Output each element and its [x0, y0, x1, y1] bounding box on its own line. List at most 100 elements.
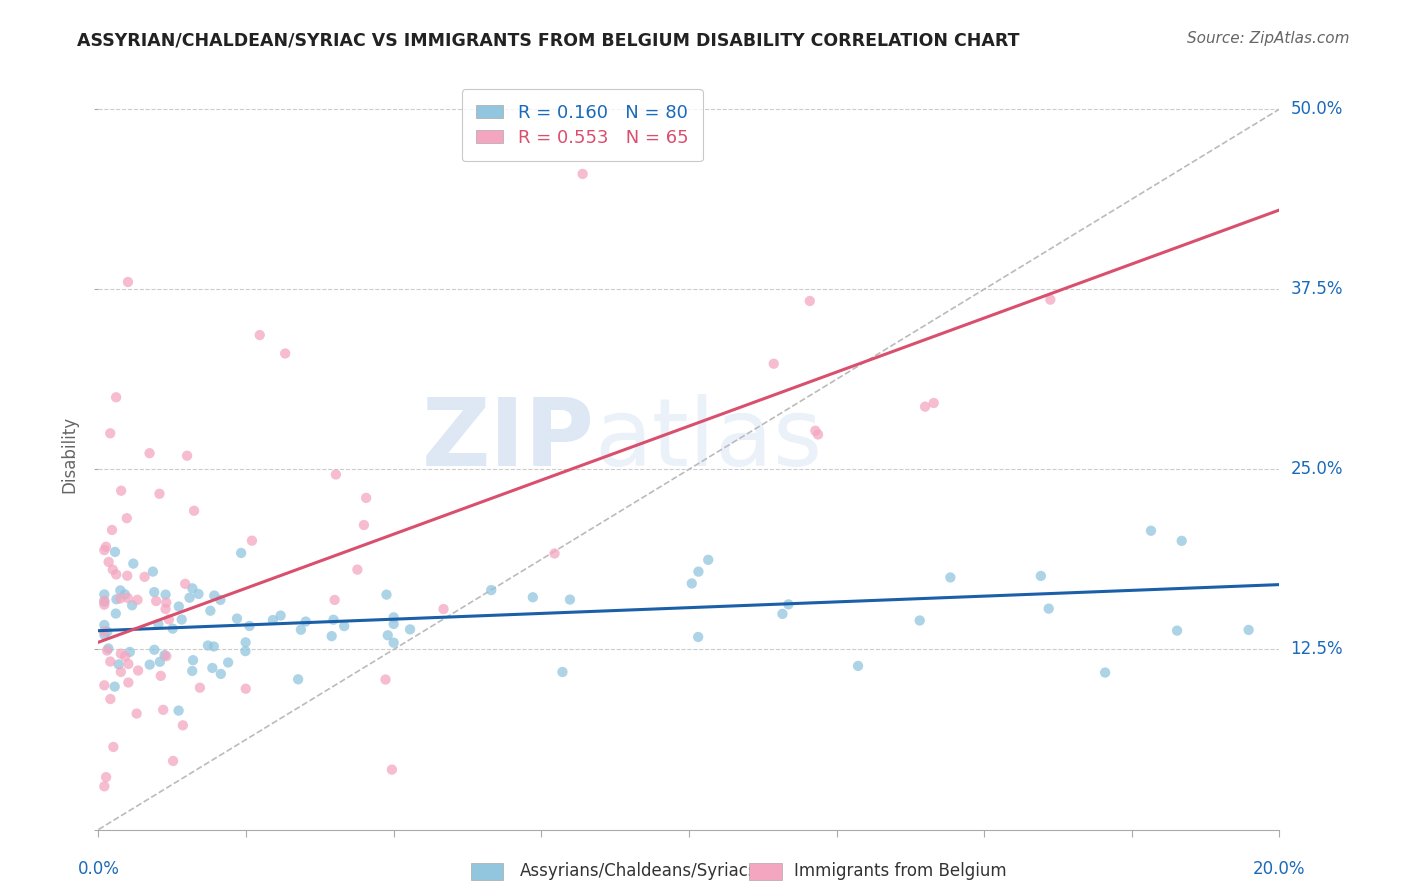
Point — [176, 449, 198, 463]
Point — [1039, 293, 1062, 307]
Text: atlas: atlas — [595, 394, 823, 486]
Point — [104, 545, 127, 559]
Point — [1140, 524, 1163, 538]
Point — [1029, 569, 1052, 583]
Point — [93, 598, 115, 612]
Text: 0.0%: 0.0% — [77, 860, 120, 878]
Point — [346, 563, 368, 577]
Point — [226, 611, 249, 625]
Point — [543, 547, 565, 561]
Point — [287, 673, 309, 687]
Point — [118, 645, 141, 659]
Point — [93, 780, 115, 794]
Point — [807, 427, 830, 442]
Point — [262, 613, 284, 627]
Text: 37.5%: 37.5% — [1291, 280, 1343, 298]
Point — [167, 704, 190, 718]
Point — [103, 739, 125, 754]
Point — [217, 656, 239, 670]
Point — [101, 523, 124, 537]
Point — [127, 592, 149, 607]
Point — [270, 608, 292, 623]
Point — [322, 613, 344, 627]
Point — [94, 770, 117, 784]
Point — [94, 540, 117, 554]
Point — [162, 622, 184, 636]
Point — [697, 553, 720, 567]
Text: ASSYRIAN/CHALDEAN/SYRIAC VS IMMIGRANTS FROM BELGIUM DISABILITY CORRELATION CHART: ASSYRIAN/CHALDEAN/SYRIAC VS IMMIGRANTS F… — [77, 31, 1019, 49]
Text: 12.5%: 12.5% — [1291, 640, 1343, 658]
Point — [333, 619, 356, 633]
Point — [772, 607, 794, 621]
Point — [1237, 623, 1260, 637]
Point — [143, 642, 166, 657]
Point — [114, 649, 136, 664]
Point — [105, 592, 128, 607]
Point — [93, 678, 115, 692]
Point — [249, 328, 271, 343]
Point — [117, 568, 139, 582]
Point — [117, 657, 139, 671]
Point — [149, 655, 172, 669]
Point — [98, 426, 121, 441]
Point — [922, 396, 945, 410]
Point — [105, 567, 128, 582]
Point — [294, 615, 316, 629]
Point — [240, 533, 263, 548]
Point — [110, 665, 132, 679]
Point — [104, 607, 127, 621]
Point — [778, 598, 800, 612]
Point — [93, 624, 115, 639]
Point — [382, 616, 405, 631]
Point — [117, 675, 139, 690]
Point — [558, 592, 581, 607]
Point — [183, 504, 205, 518]
Point — [200, 604, 222, 618]
Point — [354, 491, 377, 505]
Point — [127, 664, 149, 678]
Point — [688, 565, 710, 579]
Point — [375, 588, 398, 602]
Point — [138, 657, 160, 672]
Point — [148, 487, 170, 501]
Point — [110, 583, 132, 598]
Point — [522, 591, 544, 605]
Y-axis label: Disability: Disability — [60, 417, 79, 493]
Point — [110, 647, 132, 661]
Point — [209, 667, 232, 681]
Point — [115, 511, 138, 525]
Point — [167, 599, 190, 614]
Point — [187, 587, 209, 601]
Point — [142, 565, 165, 579]
Point — [381, 763, 404, 777]
Point — [122, 557, 145, 571]
Point — [107, 657, 129, 672]
Point — [104, 680, 127, 694]
Text: Assyrians/Chaldeans/Syriacs: Assyrians/Chaldeans/Syriacs — [520, 862, 758, 880]
Point — [93, 543, 115, 558]
Point — [231, 546, 253, 560]
Point — [93, 627, 115, 641]
Point — [209, 593, 232, 607]
Point — [323, 593, 346, 607]
Point — [202, 589, 225, 603]
Point — [374, 673, 396, 687]
Point — [377, 628, 399, 642]
Point — [179, 591, 201, 605]
Point — [201, 661, 224, 675]
Point — [149, 669, 172, 683]
Point — [162, 754, 184, 768]
Point — [93, 593, 115, 607]
Point — [97, 555, 120, 569]
Point — [181, 582, 204, 596]
Point — [93, 595, 115, 609]
Point — [114, 587, 136, 601]
Text: Immigrants from Belgium: Immigrants from Belgium — [794, 862, 1007, 880]
Point — [908, 614, 931, 628]
Point — [290, 623, 312, 637]
Legend: R = 0.160   N = 80, R = 0.553   N = 65: R = 0.160 N = 80, R = 0.553 N = 65 — [461, 89, 703, 161]
Point — [157, 612, 180, 626]
Text: Source: ZipAtlas.com: Source: ZipAtlas.com — [1187, 31, 1350, 46]
Point — [846, 659, 869, 673]
Point — [93, 587, 115, 601]
